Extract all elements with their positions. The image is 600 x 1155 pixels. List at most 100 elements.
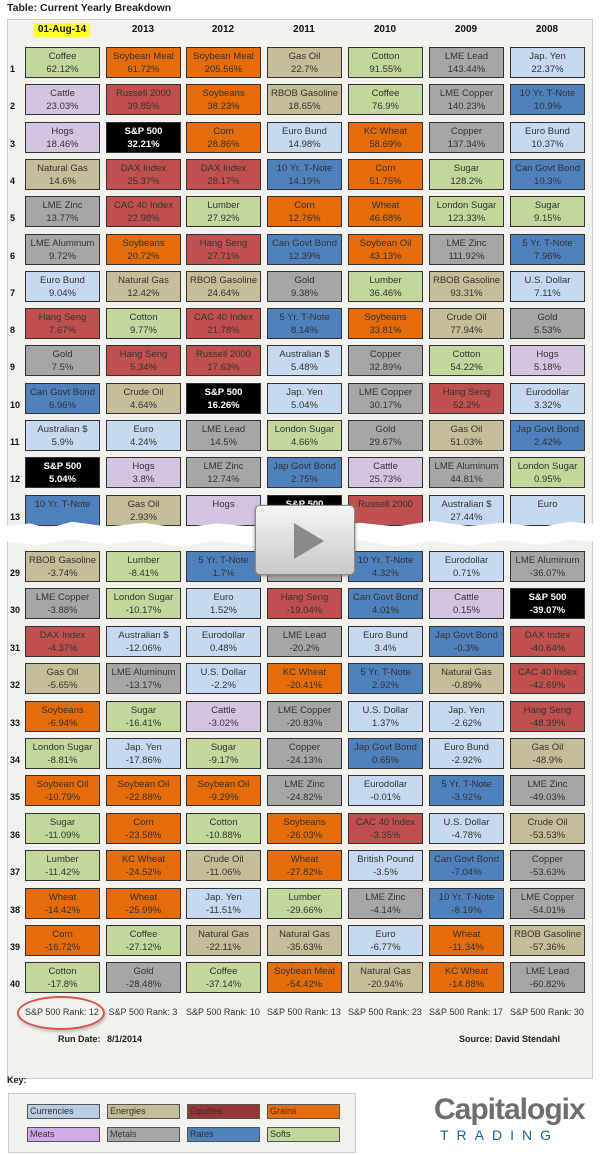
- asset-cell: Cattle 25.73%: [348, 457, 423, 489]
- asset-return: 6.96%: [49, 399, 76, 411]
- asset-return: -0.3%: [454, 642, 479, 654]
- asset-cell: LME Copper 140.23%: [429, 84, 504, 116]
- row-rank: 36: [10, 829, 21, 840]
- asset-return: -35.63%: [286, 942, 323, 953]
- asset-cell: Euro Bund 10.37%: [510, 121, 585, 153]
- column-header: 01-Aug-14: [34, 23, 90, 37]
- asset-cell: LME Zinc 13.77%: [25, 196, 100, 228]
- asset-cell: Hang Seng -19.04%: [267, 588, 342, 620]
- asset-cell: Cattle -3.02%: [186, 700, 261, 732]
- asset-return: 4.32%: [372, 568, 399, 579]
- asset-name: Soybean Meal: [193, 51, 254, 62]
- asset-cell: KC Wheat -14.88%: [429, 962, 504, 994]
- asset-cell: U.S. Dollar 1.37%: [348, 700, 423, 732]
- asset-cell: Soybean Meal 205.56%: [186, 47, 261, 78]
- asset-cell: Cattle 0.15%: [429, 588, 504, 620]
- asset-cell: DAX Index 28.17%: [186, 158, 261, 190]
- asset-cell: Gold -28.48%: [106, 962, 181, 994]
- asset-return: 12.74%: [207, 474, 240, 486]
- asset-return: 32.21%: [127, 138, 160, 150]
- asset-name: Euro: [537, 498, 558, 510]
- asset-return: -20.2%: [289, 642, 320, 654]
- asset-return: -7.04%: [451, 867, 482, 879]
- asset-return: 0.95%: [534, 474, 561, 486]
- asset-return: 3.4%: [374, 642, 397, 654]
- asset-return: 9.77%: [130, 325, 157, 337]
- asset-name: Jap. Yen: [205, 891, 242, 903]
- asset-cell: Jap. Yen -2.62%: [429, 700, 504, 732]
- asset-cell: London Sugar -8.81%: [25, 738, 100, 769]
- asset-name: Jap. Yen: [125, 742, 162, 753]
- asset-cell: Natural Gas -35.63%: [267, 925, 342, 956]
- asset-name: LME Zinc: [446, 237, 487, 249]
- asset-cell: Euro Bund 9.04%: [25, 270, 100, 302]
- asset-cell: RBOB Gasoline -3.74%: [25, 551, 100, 582]
- row-rank: 34: [10, 755, 21, 765]
- row-rank: 11: [10, 437, 20, 447]
- asset-return: -22.88%: [125, 792, 162, 804]
- column-header: 2011: [293, 24, 315, 35]
- asset-cell: Jap Govt Bond 0.65%: [348, 738, 423, 769]
- asset-return: 13.77%: [46, 213, 79, 225]
- asset-name: Can Govt Bond: [434, 854, 499, 866]
- asset-name: Gold: [375, 424, 396, 435]
- asset-name: London Sugar: [274, 424, 335, 435]
- asset-return: -10.17%: [125, 605, 162, 617]
- asset-cell: Can Govt Bond -7.04%: [429, 850, 504, 882]
- asset-return: -10.79%: [44, 792, 81, 804]
- asset-return: 0.15%: [453, 605, 480, 617]
- asset-name: Jap Govt Bond: [435, 629, 498, 641]
- asset-cell: Copper 137.34%: [429, 121, 504, 153]
- asset-name: 5 Yr. T-Note: [441, 779, 492, 791]
- asset-name: Hang Seng: [199, 237, 248, 249]
- asset-cell: Hogs: [186, 494, 261, 526]
- asset-name: Euro Bund: [525, 125, 570, 137]
- asset-name: Australian $: [441, 498, 492, 510]
- asset-name: LME Zinc: [284, 779, 325, 791]
- asset-name: Jap. Yen: [448, 704, 485, 716]
- asset-name: S&P 500: [204, 386, 243, 398]
- asset-name: LME Copper: [358, 386, 413, 398]
- asset-name: LME Aluminum: [515, 555, 580, 566]
- asset-cell: Euro Bund -2.92%: [429, 738, 504, 769]
- logo-sub: TRADING: [440, 1127, 559, 1143]
- asset-name: Lumber: [207, 200, 240, 212]
- asset-name: 10 Yr. T-Note: [276, 162, 333, 174]
- asset-return: -16.72%: [44, 942, 81, 953]
- asset-cell: 10 Yr. T-Note 14.19%: [267, 158, 342, 190]
- asset-name: U.S. Dollar: [200, 667, 247, 679]
- asset-cell: Sugar -16.41%: [106, 700, 181, 732]
- asset-return: 51.03%: [450, 437, 483, 448]
- asset-return: -14.88%: [448, 979, 485, 991]
- asset-return: 137.34%: [447, 138, 486, 150]
- asset-name: Jap. Yen: [529, 51, 566, 62]
- asset-cell: Natural Gas 14.6%: [25, 158, 100, 190]
- asset-return: 46.68%: [369, 213, 402, 225]
- asset-cell: Hogs 3.8%: [106, 457, 181, 489]
- asset-name: Coffee: [371, 88, 400, 100]
- legend-item: Rates: [187, 1127, 260, 1142]
- asset-name: RBOB Gasoline: [189, 274, 258, 286]
- asset-return: 4.01%: [372, 605, 399, 617]
- asset-name: Jap. Yen: [286, 386, 323, 398]
- asset-return: -20.94%: [367, 979, 404, 991]
- asset-return: -4.37%: [47, 642, 78, 654]
- asset-name: Cattle: [211, 704, 236, 716]
- asset-cell: DAX Index -40.64%: [510, 625, 585, 657]
- asset-return: -36.07%: [529, 568, 566, 579]
- column-header: 2013: [131, 24, 155, 35]
- play-button[interactable]: [255, 505, 355, 575]
- asset-name: Soybean Meal: [274, 966, 335, 978]
- asset-cell: Corn 28.86%: [186, 121, 261, 153]
- legend-item: Meats: [27, 1127, 100, 1142]
- asset-cell: RBOB Gasoline 24.64%: [186, 270, 261, 302]
- asset-cell: 5 Yr. T-Note 8.14%: [267, 308, 342, 340]
- asset-return: 5.04%: [291, 399, 318, 411]
- asset-name: Crude Oil: [123, 386, 164, 398]
- asset-name: Cattle: [373, 461, 398, 473]
- asset-name: 5 Yr. T-Note: [522, 237, 573, 249]
- asset-name: CAC 40 Index: [355, 816, 416, 828]
- asset-name: Wheat: [290, 854, 319, 866]
- asset-name: Can Govt Bond: [515, 162, 580, 174]
- asset-return: 111.92%: [448, 250, 485, 262]
